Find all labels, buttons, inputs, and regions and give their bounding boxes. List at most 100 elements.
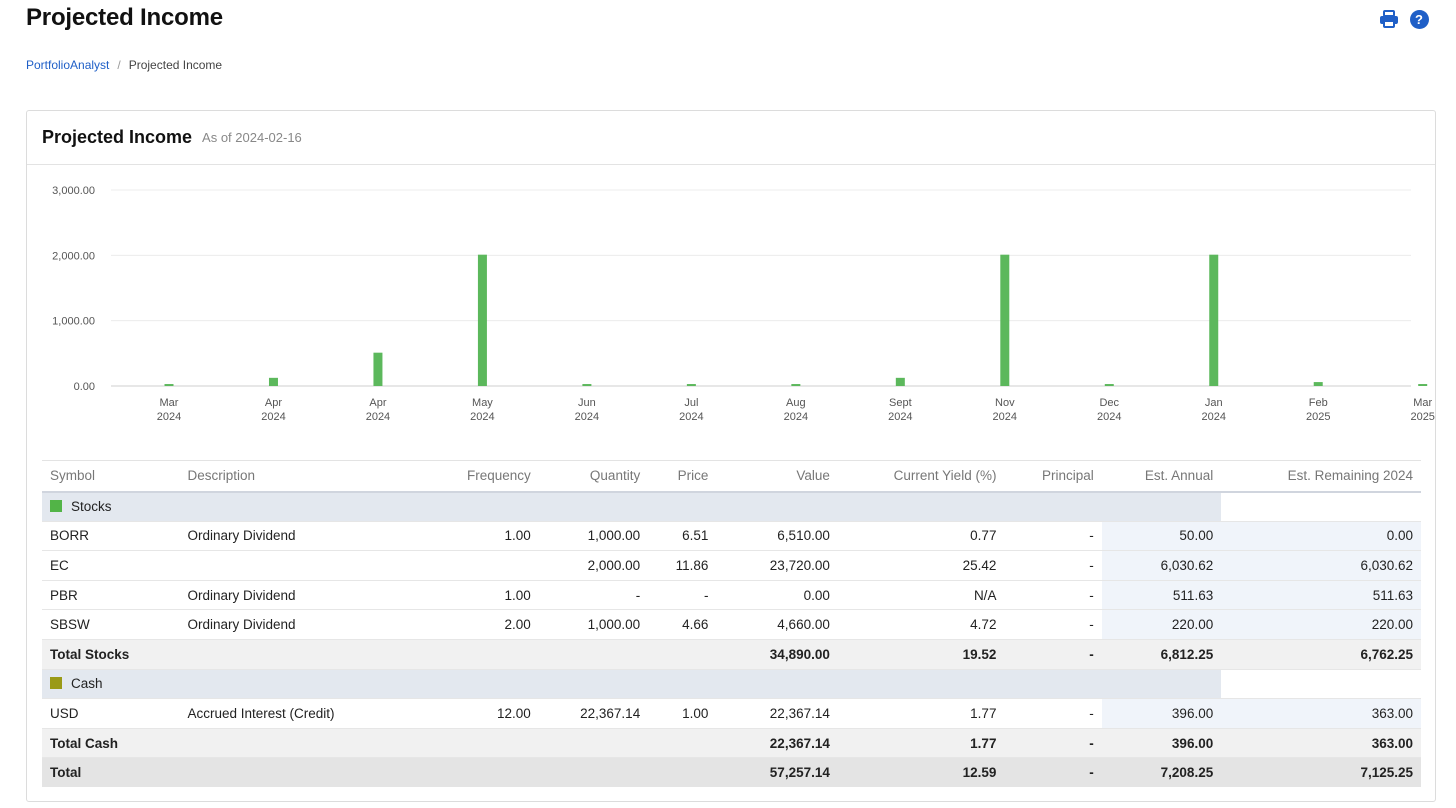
chart-bar[interactable] [686,384,696,386]
group-row-spacer [1221,491,1421,522]
group-label: Cash [71,676,103,692]
income-bar-chart: 0.00 1,000.00 2,000.00 3,000.00 Mar 2024 Apr 20… [52,185,1435,423]
cell-8: 6,812.25 [1101,639,1222,670]
printer-icon[interactable] [1378,8,1400,30]
chart-bar[interactable] [1313,382,1323,386]
help-icon[interactable]: ? [1408,8,1430,30]
cell-6: 19.52 [837,639,1005,670]
breadcrumb-root-link[interactable]: PortfolioAnalyst [26,58,110,72]
chart-bar[interactable] [791,384,801,386]
help-glyph: ? [1409,9,1429,29]
group-row-cash[interactable]: Cash [42,669,1421,700]
chart-bar[interactable] [582,384,592,386]
cell-1: Ordinary Dividend [179,521,344,552]
column-header-5[interactable]: Value [716,460,838,493]
chart-bar[interactable] [164,384,174,386]
chart-bar[interactable] [1209,254,1219,386]
table-row: EC 2,000.00 11.86 23,720.00 25.42-6,030.62 6,… [42,550,1421,581]
x-tick-label: 2024 [366,411,390,423]
table-row: BORR Ordinary Dividend 1.00 1,000.00 6.51 6,5… [42,521,1421,552]
column-header-8[interactable]: Est. Annual [1101,460,1222,493]
group-color-swatch [50,677,62,690]
cell-8: 220.00 [1101,609,1222,640]
cell-9: 6,030.62 [1221,550,1421,581]
group-row-spacer [1221,669,1421,700]
cell-0: USD [42,698,180,729]
x-tick-label: 2024 [993,411,1017,423]
x-tick-label: 2024 [888,411,912,423]
cell-6: 4.72 [837,609,1005,640]
chart-bar[interactable] [1418,384,1428,386]
x-tick-label: 2024 [679,411,703,423]
x-tick-label: Apr [265,397,282,409]
group-row-stocks[interactable]: Stocks [42,491,1421,522]
cell-6: 12.59 [837,757,1005,788]
cell-6: 1.77 [837,698,1005,729]
cell-8: 6,030.62 [1101,550,1222,581]
x-tick-label: 2024 [575,411,599,423]
cell-7: - [1004,728,1102,759]
breadcrumb-separator: / [117,58,121,72]
page-title: Projected Income [26,4,223,31]
x-tick-label: 2025 [1410,411,1434,423]
cell-8: 7,208.25 [1101,757,1222,788]
cell-3 [538,757,649,788]
cell-1 [179,639,344,670]
cell-3: 2,000.00 [538,550,649,581]
cell-1: Accrued Interest (Credit) [179,698,344,729]
breadcrumb-current: Projected Income [128,58,223,72]
cell-8: 50.00 [1101,521,1222,552]
chart-bar[interactable] [895,377,905,386]
y-tick-label: 1,000.00 [52,316,95,328]
cell-0: BORR [42,521,180,552]
x-tick-label: Mar [1413,397,1432,409]
column-header-3[interactable]: Quantity [538,460,649,493]
cell-5: 22,367.14 [716,728,838,759]
column-header-0[interactable]: Symbol [42,460,180,493]
column-header-1[interactable]: Description [179,460,344,493]
cell-5: 34,890.00 [716,639,838,670]
subtotal-row: Total Stocks 34,890.00 19.52-6,812.25 6,762… [42,639,1421,670]
chart-bar[interactable] [373,352,383,386]
cell-3: 1,000.00 [538,609,649,640]
cell-2 [343,728,539,759]
group-color-swatch [50,500,62,513]
cell-4: 4.66 [648,609,717,640]
cell-4 [648,757,717,788]
subtotal-row: Total Cash 22,367.14 1.77-396.00 363.00 [42,728,1421,759]
column-header-7[interactable]: Principal [1004,460,1102,493]
cell-9: 220.00 [1221,609,1421,640]
cell-3: 22,367.14 [538,698,649,729]
cell-0: Total Stocks [42,639,180,670]
chart-bar[interactable] [477,254,487,386]
cell-7: - [1004,698,1102,729]
cell-4: 1.00 [648,698,717,729]
column-header-6[interactable]: Current Yield (%) [837,460,1005,493]
cell-9: 363.00 [1221,698,1421,729]
table-row: USD Accrued Interest (Credit) 12.00 22,367.… [42,698,1421,729]
cell-2 [343,550,539,581]
column-header-2[interactable]: Frequency [343,460,539,493]
cell-5: 6,510.00 [716,521,838,552]
cell-6: 0.77 [837,521,1005,552]
header-actions: ? [1378,8,1430,30]
breadcrumb: PortfolioAnalyst / Projected Income [26,58,222,72]
cell-6: 1.77 [837,728,1005,759]
chart-bar[interactable] [1104,384,1114,386]
column-header-9[interactable]: Est. Remaining 2024 [1221,460,1421,493]
cell-1 [179,550,344,581]
cell-9: 511.63 [1221,580,1421,611]
x-tick-label: 2024 [470,411,494,423]
y-tick-label: 2,000.00 [52,250,95,262]
chart-bar[interactable] [268,377,278,386]
column-header-4[interactable]: Price [648,460,717,493]
x-tick-label: 2025 [1306,411,1330,423]
cell-4: 6.51 [648,521,717,552]
chart-bar[interactable] [1000,254,1010,386]
cell-7: - [1004,609,1102,640]
cell-5: 22,367.14 [716,698,838,729]
cell-0: PBR [42,580,180,611]
cell-7: - [1004,639,1102,670]
x-tick-label: 2024 [784,411,808,423]
cell-1: Ordinary Dividend [179,609,344,640]
